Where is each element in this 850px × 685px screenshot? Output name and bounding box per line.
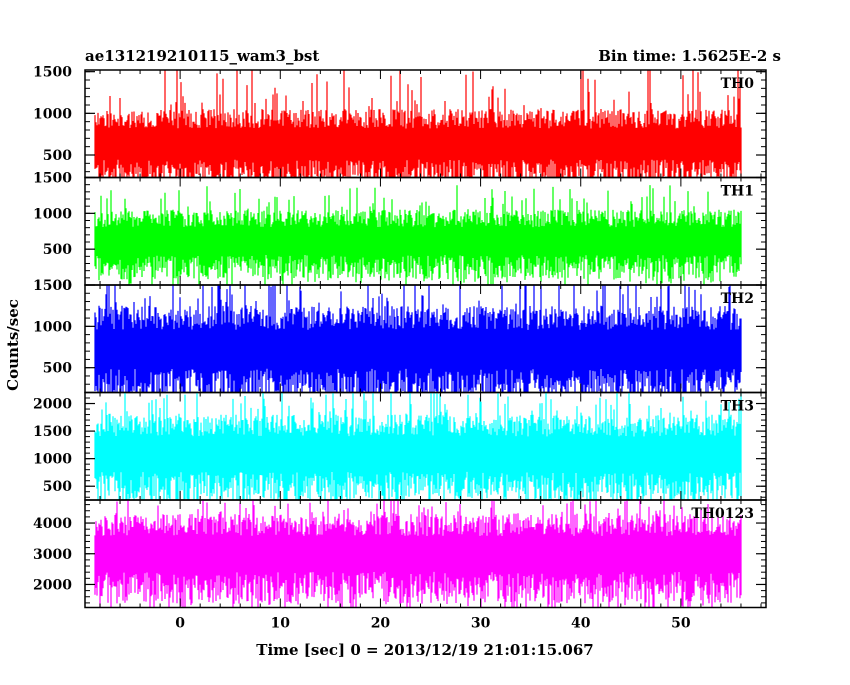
y-tick-label: 1000 [33,452,72,468]
panel-label-th0123: TH0123 [691,506,754,522]
y-tick-label: 3000 [33,547,72,563]
y-tick-label: 1500 [33,278,72,294]
y-tick-label: 0 [62,278,72,294]
x-tick-label: 20 [371,616,391,632]
y-tick-label: 500 [43,242,72,258]
y-tick-label: 2000 [33,397,72,413]
x-tick-label: 10 [271,616,291,632]
chart-title: ae131219210115_wam3_bst [85,47,319,65]
panel-label-th1: TH1 [721,184,754,200]
x-tick-label: 50 [671,616,691,632]
panels-layer: 50010001500TH0050010001500TH150010001500… [33,65,767,632]
series-line-th1 [94,185,742,285]
y-tick-label: 500 [43,361,72,377]
panel-th3: 500 1000 1500 2000 TH3 [33,391,767,501]
y-tick-label: 2000 [33,577,72,593]
y-axis-label: Counts/sec [4,299,22,391]
panel-th0123: 2000 3000 4000 TH0123 [33,499,767,609]
y-tick-label: 4000 [33,516,72,532]
series-line-th0 [94,70,742,178]
y-tick-label: 500 [43,148,72,164]
bin-time-label: Bin time: 1.5625E-2 s [598,47,781,65]
x-tick-label: 30 [471,616,491,632]
y-tick-label: 1500 [33,65,72,81]
panel-th1: 0 500 1000 1500 TH1 [33,171,767,294]
x-axis-label: Time [sec] 0 = 2013/12/19 21:01:15.067 [256,641,593,659]
y-tick-label: 1500 [33,171,72,187]
series-line-th2 [94,285,742,393]
y-tick-label: 1000 [33,106,72,122]
y-tick-label: 500 [43,479,72,495]
x-axis: 0 10 20 30 40 50 [175,616,691,632]
series-line-th0123 [94,500,742,608]
y-tick-label: 1000 [33,206,72,222]
x-tick-label: 0 [175,616,185,632]
panel-label-th0: TH0 [721,76,755,92]
x-tick-label: 40 [571,616,591,632]
y-tick-label: 1000 [33,319,72,335]
y-tick-label: 1500 [33,424,72,440]
series-line-th3 [94,392,742,500]
panel-th0: 500 1000 1500 TH0 [33,65,767,179]
panel-label-th3: TH3 [721,399,754,415]
panel-label-th2: TH2 [721,291,754,307]
